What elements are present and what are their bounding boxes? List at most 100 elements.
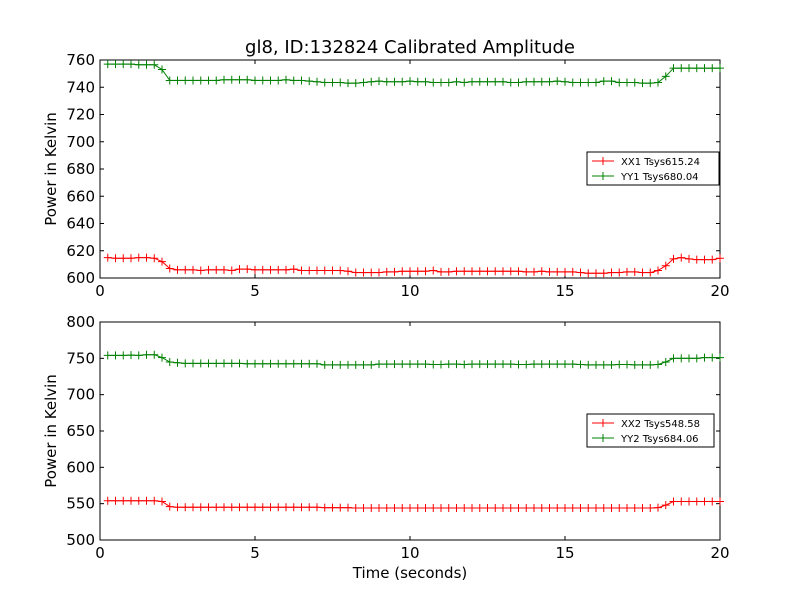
data-point xyxy=(576,504,585,513)
data-point xyxy=(692,354,701,363)
data-point xyxy=(452,77,461,86)
data-point xyxy=(553,77,562,86)
data-point xyxy=(592,504,600,513)
bottom-plot: 0 5 10 15 20 500 550 600 650 700 750 800 Power in Ke… xyxy=(42,313,730,582)
data-point xyxy=(181,265,190,274)
data-point xyxy=(258,359,267,368)
data-point xyxy=(251,76,259,85)
data-point xyxy=(553,504,562,513)
data-point xyxy=(150,60,159,69)
data-point xyxy=(661,72,670,81)
data-point xyxy=(189,265,197,274)
figure-title: gl8, ID:132824 Calibrated Amplitude xyxy=(245,37,575,58)
data-point xyxy=(119,254,128,263)
data-point xyxy=(638,79,647,88)
data-point xyxy=(134,496,143,505)
data-point xyxy=(661,501,670,510)
data-point xyxy=(700,64,709,73)
data-point xyxy=(313,266,321,275)
data-point xyxy=(127,60,135,69)
data-point xyxy=(158,353,166,362)
data-point xyxy=(134,253,143,262)
data-point xyxy=(599,77,608,86)
data-point xyxy=(592,78,600,87)
data-point xyxy=(173,265,182,274)
data-point xyxy=(677,64,686,73)
data-point xyxy=(227,75,236,84)
data-point xyxy=(460,360,469,369)
data-point xyxy=(638,504,647,513)
data-point xyxy=(623,78,631,87)
data-point xyxy=(514,78,523,87)
data-point xyxy=(243,75,252,84)
data-point xyxy=(305,266,314,275)
data-point xyxy=(313,77,321,86)
data-point xyxy=(700,497,709,506)
data-point xyxy=(220,503,228,512)
data-point xyxy=(212,76,221,85)
data-point xyxy=(429,504,438,513)
data-point xyxy=(111,254,120,263)
data-point xyxy=(382,360,391,369)
data-point xyxy=(530,504,538,513)
data-point xyxy=(452,267,461,276)
data-point xyxy=(638,268,647,277)
data-point xyxy=(708,64,717,73)
legend-marker xyxy=(599,434,607,442)
data-point xyxy=(336,78,345,87)
data-point xyxy=(336,503,345,512)
data-point xyxy=(708,497,717,506)
data-point xyxy=(460,78,469,87)
data-point xyxy=(289,503,298,512)
data-point xyxy=(266,503,275,512)
data-point xyxy=(103,253,112,262)
x-tick-label: 10 xyxy=(400,544,419,562)
data-point xyxy=(638,360,647,369)
data-point xyxy=(111,496,120,505)
data-point xyxy=(421,267,430,276)
data-point xyxy=(444,504,453,513)
data-point xyxy=(568,504,577,513)
data-point xyxy=(320,266,329,275)
data-point xyxy=(227,503,236,512)
data-point xyxy=(700,353,709,362)
data-point xyxy=(545,504,554,513)
x-tick-label: 20 xyxy=(710,282,729,300)
x-tick-label: 15 xyxy=(555,282,574,300)
data-point xyxy=(475,77,484,86)
legend-marker xyxy=(599,419,607,427)
data-point xyxy=(282,503,290,512)
data-point xyxy=(165,357,174,366)
x-tick-label: 20 xyxy=(710,544,729,562)
data-point xyxy=(196,266,205,275)
data-point xyxy=(491,360,500,369)
data-point xyxy=(220,359,228,368)
data-point xyxy=(716,353,724,362)
x-tick-label: 0 xyxy=(95,544,105,562)
data-point xyxy=(483,267,492,276)
data-point xyxy=(460,504,469,513)
data-point xyxy=(661,357,670,366)
data-point xyxy=(630,267,639,276)
data-point xyxy=(196,359,205,368)
data-point xyxy=(607,268,616,277)
legend-entry: XX2 Tsys548.58 xyxy=(621,419,700,430)
data-point xyxy=(692,64,701,73)
data-point xyxy=(127,254,135,263)
data-point xyxy=(212,265,221,274)
data-point xyxy=(561,360,569,369)
data-point xyxy=(351,360,360,369)
data-point xyxy=(607,360,616,369)
data-point xyxy=(468,267,476,276)
data-point xyxy=(669,64,678,73)
data-point xyxy=(491,267,500,276)
data-point xyxy=(119,60,128,69)
data-point xyxy=(623,360,631,369)
data-point xyxy=(367,504,376,513)
data-point xyxy=(243,503,252,512)
data-point xyxy=(530,77,538,86)
x-tick-label: 0 xyxy=(95,282,105,300)
series-yy1 xyxy=(103,60,724,88)
data-point xyxy=(375,268,383,277)
data-point xyxy=(669,497,678,506)
